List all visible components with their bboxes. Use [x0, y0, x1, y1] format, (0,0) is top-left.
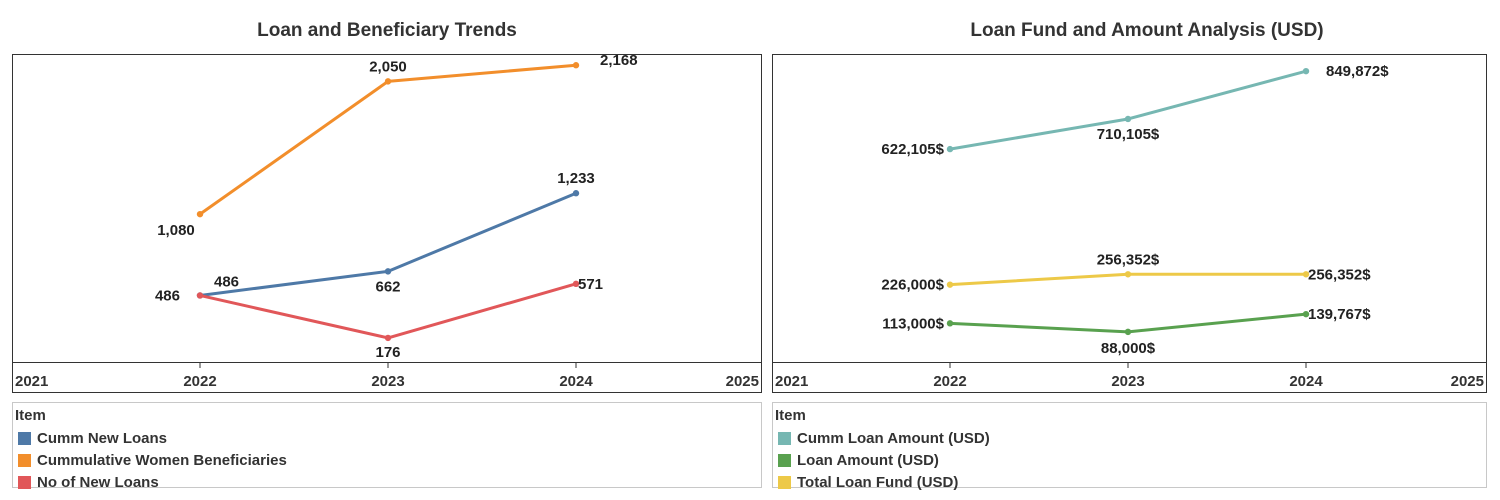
- data-point: [572, 62, 580, 69]
- legend-label: No of New Loans: [37, 473, 159, 491]
- plot-frame: [12, 54, 762, 363]
- data-label: 486: [155, 287, 180, 304]
- data-point: [946, 281, 954, 288]
- legend-item[interactable]: Loan Amount (USD): [778, 451, 939, 469]
- x-tick-label: 2023: [371, 373, 404, 390]
- data-label: 226,000$: [881, 277, 944, 294]
- data-label: 256,352$: [1308, 266, 1371, 283]
- data-point: [946, 145, 954, 153]
- data-label: 176: [375, 344, 400, 361]
- legend-label: Loan Amount (USD): [797, 451, 939, 469]
- data-label: 256,352$: [1097, 251, 1160, 268]
- data-label: 662: [375, 278, 400, 295]
- data-point: [1124, 115, 1132, 123]
- legend-item[interactable]: Cumm Loan Amount (USD): [778, 429, 990, 447]
- x-tick-label: 2022: [933, 373, 966, 390]
- data-label: 486: [214, 273, 239, 290]
- legend-swatch: [18, 431, 31, 445]
- legend-label: Total Loan Fund (USD): [797, 473, 959, 491]
- chart-plot: 2021 2022 2023 2024 2025 622,105$ 710,105$ 849,…: [772, 54, 1487, 393]
- chart-title: Loan Fund and Amount Analysis (USD): [970, 20, 1324, 41]
- data-point: [1302, 67, 1310, 75]
- x-tick-label: 2025: [1451, 373, 1484, 390]
- legend-title: Item: [775, 407, 806, 424]
- data-label: 2,050: [369, 58, 407, 75]
- data-point: [1302, 310, 1310, 318]
- data-label: 710,105$: [1097, 126, 1160, 143]
- legend-item[interactable]: No of New Loans: [18, 473, 159, 491]
- legend-item[interactable]: Cumm New Loans: [18, 429, 167, 447]
- x-tick-label: 2025: [726, 373, 759, 390]
- legend-swatch: [18, 475, 31, 489]
- legend-item[interactable]: Cummulative Women Beneficiaries: [18, 451, 287, 469]
- data-point: [196, 292, 204, 299]
- data-point: [572, 190, 580, 197]
- data-point: [946, 320, 954, 327]
- data-point: [1302, 271, 1310, 278]
- data-label: 622,105$: [881, 141, 944, 158]
- x-tick-label: 2023: [1111, 373, 1144, 390]
- data-point: [384, 334, 392, 342]
- data-point: [1124, 271, 1132, 278]
- data-point: [196, 210, 204, 218]
- x-tick-label: 2024: [559, 373, 593, 390]
- plot-frame: [772, 54, 1487, 363]
- legend-title: Item: [15, 407, 46, 424]
- data-label: 1,080: [157, 222, 195, 239]
- legend-item[interactable]: Total Loan Fund (USD): [778, 473, 958, 491]
- data-point: [572, 280, 580, 288]
- x-axis-band: [772, 362, 1487, 393]
- data-point: [384, 268, 392, 275]
- legend-label: Cummulative Women Beneficiaries: [37, 451, 287, 469]
- data-label: 139,767$: [1308, 306, 1371, 323]
- series-line: [199, 63, 577, 216]
- data-point: [384, 78, 392, 85]
- legend-label: Cumm Loan Amount (USD): [797, 429, 990, 447]
- data-point: [1124, 328, 1132, 336]
- legend-swatch: [778, 453, 791, 467]
- data-label: 1,233: [557, 170, 595, 187]
- chart-panel-left: Loan and Beneficiary Trends 2021 2022 2023…: [12, 0, 762, 500]
- legend: Item Cumm Loan Amount (USD) Loan Amount …: [772, 402, 1487, 491]
- data-label: 849,872$: [1326, 63, 1389, 80]
- data-label: 2,168: [600, 52, 638, 69]
- x-tick-label: 2024: [1289, 373, 1323, 390]
- legend-swatch: [18, 453, 31, 467]
- x-tick-label: 2021: [15, 373, 48, 390]
- data-label: 571: [578, 276, 603, 293]
- data-label: 113,000$: [882, 315, 944, 332]
- chart-panel-right: Loan Fund and Amount Analysis (USD) 2021…: [772, 0, 1500, 500]
- data-label: 88,000$: [1101, 340, 1156, 357]
- x-tick-label: 2021: [775, 373, 808, 390]
- legend-swatch: [778, 475, 791, 489]
- legend-swatch: [778, 431, 791, 445]
- chart-plot: 2021 2022 2023 2024 2025 486 662 1,233 1,080 2,05…: [12, 52, 762, 393]
- legend-label: Cumm New Loans: [37, 429, 168, 447]
- x-tick-label: 2022: [183, 373, 216, 390]
- legend: Item Cumm New Loans Cummulative Women Be…: [12, 402, 762, 491]
- x-axis-band: [12, 362, 762, 393]
- chart-title: Loan and Beneficiary Trends: [257, 20, 517, 41]
